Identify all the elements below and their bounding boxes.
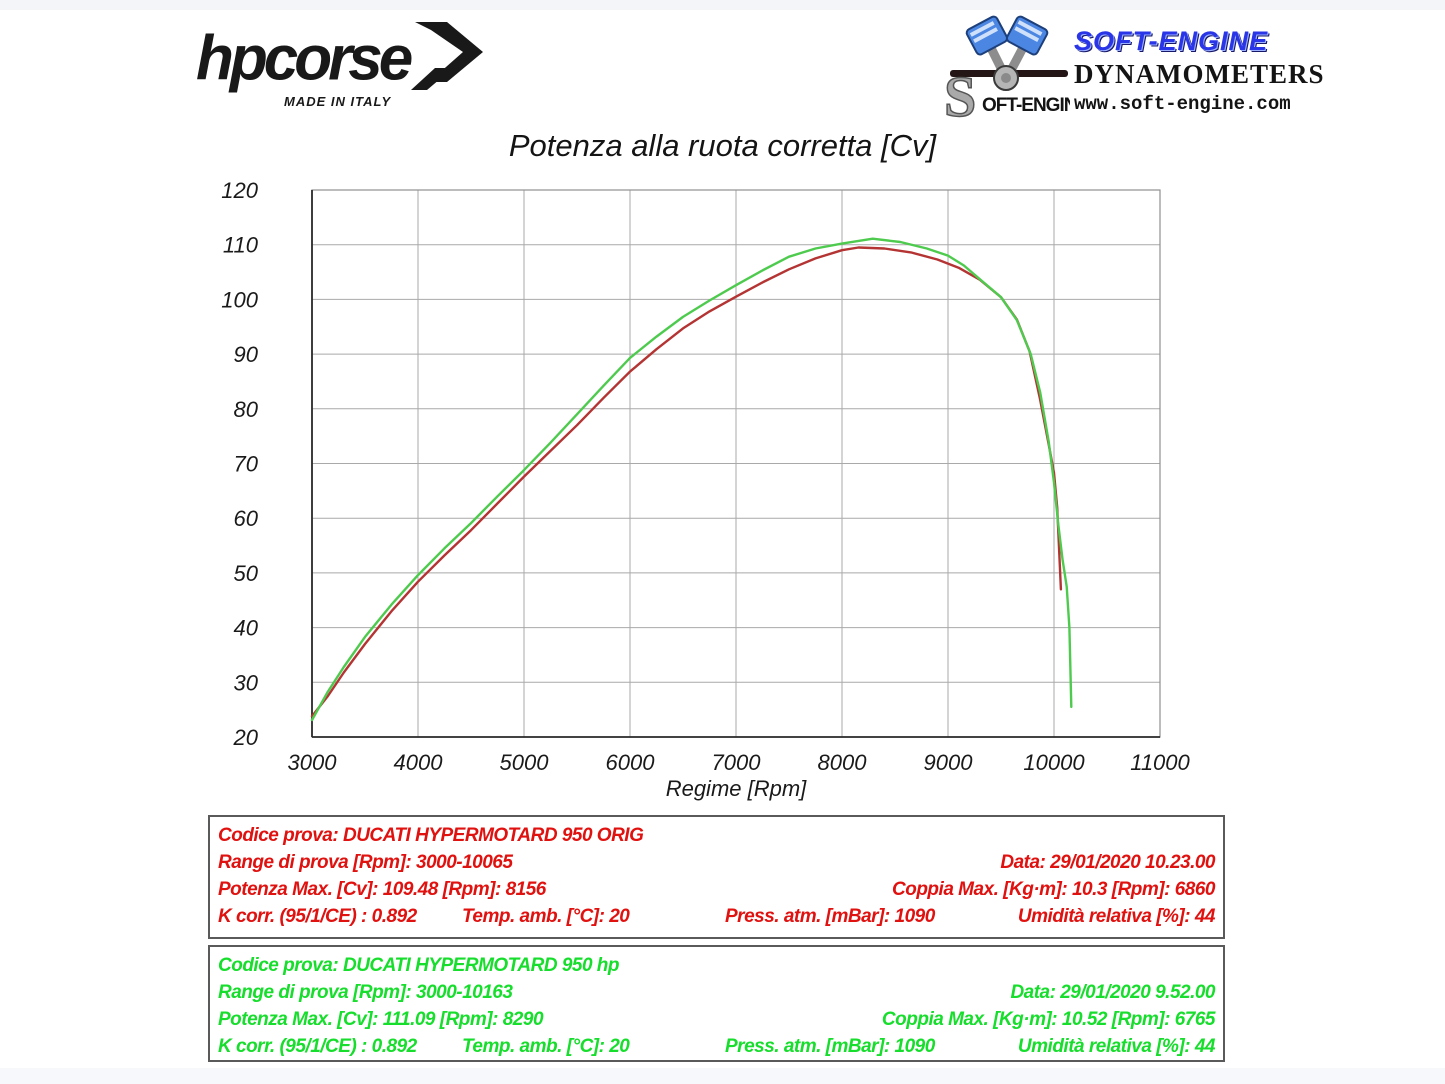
coppia-max-value: Coppia Max. [Kg·m]: 10.3 [Rpm]: 6860 — [892, 879, 1216, 900]
temp-amb-value: Temp. amb. [°C]: 20 — [462, 906, 630, 927]
range-prova-value: Range di prova [Rpm]: 3000-10065 — [218, 852, 513, 873]
press-atm-value: Press. atm. [mBar]: 1090 — [725, 906, 935, 927]
soft-engine-brand: SOFT-ENGINE — [1074, 26, 1269, 56]
potenza-coppia-row: Potenza Max. [Cv]: 109.48 [Rpm]: 8156 Co… — [210, 876, 1223, 903]
umidita-value: Umidità relativa [%]: 44 — [1017, 1036, 1216, 1057]
data-ora-value: Data: 29/01/2020 10.23.00 — [1000, 852, 1215, 873]
test-info-box-orig: Codice prova: DUCATI HYPERMOTARD 950 ORI… — [208, 815, 1225, 939]
svg-text:10000: 10000 — [1023, 750, 1085, 775]
svg-text:3000: 3000 — [288, 750, 338, 775]
soft-engine-s: S — [944, 64, 976, 122]
codice-prova-row: Codice prova: DUCATI HYPERMOTARD 950 hp — [210, 952, 1223, 979]
potenza-coppia-row: Potenza Max. [Cv]: 111.09 [Rpm]: 8290 Co… — [210, 1006, 1223, 1033]
top-strip — [0, 0, 1445, 10]
coppia-max-value: Coppia Max. [Kg·m]: 10.52 [Rpm]: 6765 — [881, 1009, 1216, 1030]
hpcorse-wordmark: hpcorse — [196, 23, 413, 94]
range-data-row: Range di prova [Rpm]: 3000-10065 Data: 2… — [210, 849, 1223, 876]
hpcorse-tagline: MADE IN ITALY — [284, 94, 392, 109]
k-corr-value: K corr. (95/1/CE) : 0.892 — [218, 906, 417, 927]
test-info-box-hp: Codice prova: DUCATI HYPERMOTARD 950 hp … — [208, 945, 1225, 1062]
svg-text:9000: 9000 — [924, 750, 974, 775]
svg-text:6000: 6000 — [606, 750, 656, 775]
data-ora-value: Data: 29/01/2020 9.52.00 — [1010, 982, 1215, 1003]
svg-text:110: 110 — [223, 233, 259, 258]
codice-prova-row: Codice prova: DUCATI HYPERMOTARD 950 ORI… — [210, 822, 1223, 849]
soft-engine-logo: S OFT-ENGINE SOFT-ENGINE DYNAMOMETERS ww… — [942, 14, 1324, 124]
svg-text:8000: 8000 — [818, 750, 868, 775]
range-prova-value: Range di prova [Rpm]: 3000-10163 — [218, 982, 513, 1003]
x-axis-label: Regime [Rpm] — [665, 776, 807, 801]
svg-text:20: 20 — [233, 725, 259, 750]
potenza-max-value: Potenza Max. [Cv]: 109.48 [Rpm]: 8156 — [218, 879, 546, 900]
svg-text:70: 70 — [234, 452, 259, 477]
umidita-value: Umidità relativa [%]: 44 — [1017, 906, 1216, 927]
svg-text:40: 40 — [234, 616, 259, 641]
ambiente-row: K corr. (95/1/CE) : 0.892 Temp. amb. [°C… — [210, 1033, 1223, 1060]
ambiente-row: K corr. (95/1/CE) : 0.892 Temp. amb. [°C… — [210, 903, 1223, 930]
svg-text:100: 100 — [221, 287, 258, 312]
soft-engine-script: OFT-ENGINE — [982, 95, 1070, 116]
svg-text:50: 50 — [234, 561, 259, 586]
codice-prova-value: Codice prova: DUCATI HYPERMOTARD 950 ORI… — [218, 825, 644, 846]
svg-text:7000: 7000 — [712, 750, 762, 775]
press-atm-value: Press. atm. [mBar]: 1090 — [725, 1036, 935, 1057]
svg-text:90: 90 — [234, 342, 259, 367]
svg-text:120: 120 — [221, 180, 258, 203]
svg-text:80: 80 — [234, 397, 259, 422]
chart-title: Potenza alla ruota corretta [Cv] — [508, 128, 937, 163]
hpcorse-logo: hpcorse MADE IN ITALY — [196, 22, 526, 122]
svg-text:60: 60 — [234, 506, 259, 531]
codice-prova-value: Codice prova: DUCATI HYPERMOTARD 950 hp — [218, 955, 620, 976]
bottom-strip — [0, 1068, 1445, 1084]
soft-engine-url: www.soft-engine.com — [1074, 93, 1291, 115]
soft-engine-dynamometers: DYNAMOMETERS — [1074, 59, 1325, 89]
range-data-row: Range di prova [Rpm]: 3000-10163 Data: 2… — [210, 979, 1223, 1006]
potenza-max-value: Potenza Max. [Cv]: 111.09 [Rpm]: 8290 — [218, 1009, 544, 1030]
power-curves-chart: 20 30 40 50 60 70 80 90 100 110 120 3000 4000 5000 600… — [221, 180, 1190, 775]
hpcorse-arrow-icon — [411, 22, 484, 90]
svg-text:5000: 5000 — [500, 750, 550, 775]
k-corr-value: K corr. (95/1/CE) : 0.892 — [218, 1036, 417, 1057]
pistons-icon: S OFT-ENGINE — [943, 15, 1070, 122]
svg-text:4000: 4000 — [394, 750, 444, 775]
svg-text:11000: 11000 — [1130, 750, 1190, 775]
svg-text:30: 30 — [234, 670, 259, 695]
temp-amb-value: Temp. amb. [°C]: 20 — [462, 1036, 630, 1057]
